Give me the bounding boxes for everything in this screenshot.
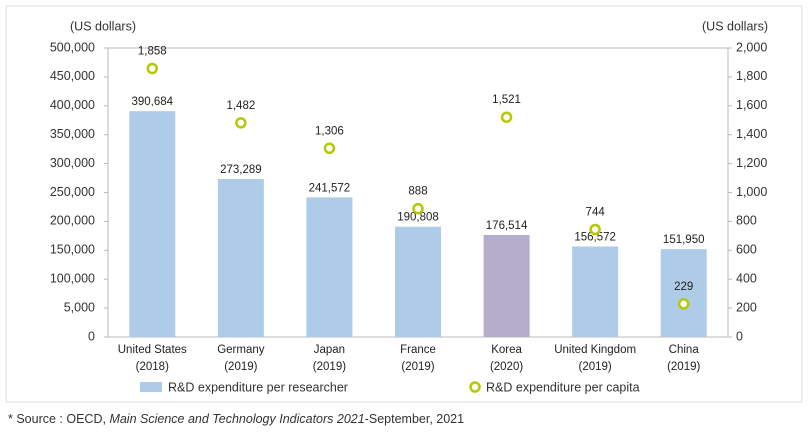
x-tick-label: (2019): [313, 361, 346, 373]
y-tick-label: 200,000: [50, 214, 95, 228]
y2-tick-label: 600: [736, 243, 757, 257]
point-value-label: 1,521: [492, 94, 521, 106]
y-tick-label: 100,000: [50, 271, 95, 285]
y-tick-label: 350,000: [50, 127, 95, 141]
y-tick-label: 300,000: [50, 156, 95, 170]
bar-value-label: 176,514: [486, 220, 528, 232]
x-tick-label: Korea: [491, 344, 522, 356]
y2-tick-label: 200: [736, 300, 757, 314]
point: [589, 223, 601, 236]
x-tick-label: Japan: [314, 344, 345, 356]
x-tick-label: (2020): [490, 361, 523, 373]
bar: [129, 111, 176, 337]
y2-tick-label: 1,800: [736, 69, 767, 83]
y-axis-label: (US dollars): [70, 19, 136, 33]
bar: [572, 246, 619, 337]
x-tick-label: (2018): [136, 361, 169, 373]
point: [412, 202, 424, 215]
bar: [395, 226, 441, 337]
point-value-label: 888: [408, 186, 427, 198]
y-tick-label: 5,000: [64, 300, 95, 314]
point-value-label: 1,482: [226, 100, 255, 112]
y2-tick-label: 1,400: [736, 127, 767, 141]
bar-value-label: 390,684: [131, 96, 173, 108]
chart-frame: [5, 5, 803, 403]
source-prefix: * Source : OECD,: [8, 412, 110, 426]
y2-tick-label: 0: [736, 329, 743, 343]
y2-tick-label: 1,000: [736, 185, 767, 199]
y-tick-label: 500,000: [50, 40, 95, 54]
y2-tick-label: 400: [736, 271, 757, 285]
legend-swatch: [469, 381, 481, 393]
x-tick-label: France: [400, 344, 436, 356]
y2-tick-label: 1,200: [736, 156, 767, 170]
bar-value-label: 156,572: [574, 232, 616, 244]
bar: [660, 249, 707, 337]
bar: [483, 234, 530, 337]
point: [146, 62, 159, 75]
y2-axis-label: (US dollars): [702, 19, 768, 33]
point-value-label: 1,858: [138, 46, 167, 58]
bar-value-label: 273,289: [220, 164, 262, 176]
x-tick-label: United Kingdom: [554, 344, 636, 356]
source-title: Main Science and Technology Indicators 2…: [109, 412, 365, 426]
y-tick-label: 400,000: [50, 98, 95, 112]
bar: [306, 197, 353, 337]
bar-value-label: 190,808: [397, 212, 439, 224]
x-tick-label: (2019): [224, 361, 257, 373]
point-value-label: 229: [674, 281, 693, 293]
point: [235, 117, 247, 129]
x-tick-label: Germany: [217, 344, 265, 356]
bar-value-label: 241,572: [309, 182, 351, 194]
x-tick-label: (2019): [667, 361, 700, 373]
x-tick-label: United States: [118, 344, 187, 356]
y2-tick-label: 800: [736, 214, 757, 228]
legend-label: R&D expenditure per researcher: [168, 380, 348, 394]
y-tick-label: 0: [88, 329, 95, 343]
legend-label: R&D expenditure per capita: [486, 380, 640, 394]
x-tick-label: (2019): [401, 361, 434, 373]
bar-value-label: 151,950: [663, 234, 705, 246]
x-tick-label: China: [669, 344, 700, 356]
legend-swatch: [140, 382, 162, 392]
y2-tick-label: 1,600: [736, 98, 767, 112]
y2-tick-label: 2,000: [736, 40, 767, 54]
point-value-label: 744: [586, 207, 606, 219]
source-suffix: -September, 2021: [364, 412, 465, 426]
point: [500, 111, 513, 123]
source-note: * Source : OECD, Main Science and Techno…: [8, 412, 464, 426]
point: [323, 142, 336, 155]
y-tick-label: 150,000: [50, 243, 95, 257]
point: [677, 298, 690, 310]
bar: [217, 179, 264, 337]
y-tick-label: 450,000: [50, 69, 95, 83]
point-value-label: 1,306: [315, 125, 344, 137]
x-tick-label: (2019): [579, 361, 612, 373]
y-tick-label: 250,000: [50, 185, 95, 199]
